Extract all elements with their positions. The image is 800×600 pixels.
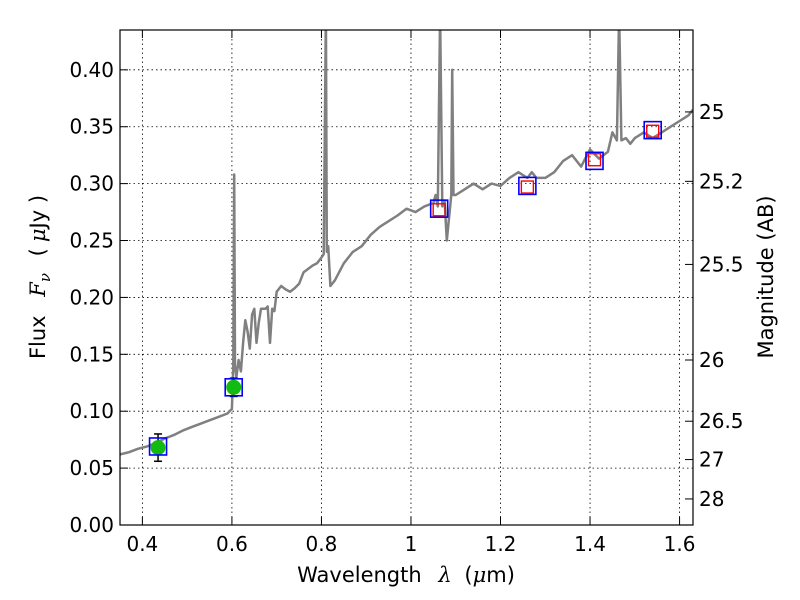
synthetic-red-square (520, 180, 535, 194)
y-tick-label: 0.15 (69, 342, 114, 366)
y2-tick-label: 25 (699, 100, 724, 124)
x-tick-label: 1.4 (574, 532, 606, 556)
synthetic-blue-square (518, 176, 537, 196)
synthetic-red-square (646, 124, 660, 138)
y2-tick-label: 25.2 (699, 169, 744, 193)
synthetic-blue-square (429, 199, 449, 218)
y2-tick-label: 26.5 (699, 409, 744, 433)
synthetic-blue-square (643, 120, 663, 140)
x-axis-label: Wavelength λ (μm) (297, 563, 515, 587)
y2-tick-label: 27 (699, 448, 724, 472)
observed-point (150, 440, 166, 456)
x-tick-label: 1.6 (664, 532, 696, 556)
y-tick-label: 0.30 (69, 172, 114, 196)
y-tick-label: 0.20 (69, 285, 114, 309)
x-tick-label: 0.4 (126, 532, 158, 556)
y-tick-label: 0.40 (69, 58, 114, 82)
y-axis-label: Flux Fν (μJy ) (26, 195, 55, 359)
x-tick-label: 0.8 (306, 532, 338, 556)
observed-point (226, 379, 242, 395)
y2-tick-label: 28 (699, 487, 724, 511)
synthetic-red-square (432, 203, 446, 217)
axis-ticks: 0.4 0.6 0.8 1 1.2 1.4 1.6 0.00 0.05 0.10 0.15 0.20 0… (69, 30, 744, 556)
y-tick-label: 0.05 (69, 456, 114, 480)
y-tick-label: 0.35 (69, 115, 114, 139)
plot-area (120, 30, 693, 463)
synthetic-blue-square (585, 151, 604, 171)
plot-frame (119, 29, 694, 526)
synthetic-blue-square (224, 378, 244, 397)
y-tick-label: 0.00 (69, 513, 114, 537)
synthetic-red-square (587, 153, 602, 167)
grid-lines (120, 30, 693, 526)
model-spectrum-line (120, 30, 693, 456)
x-tick-label: 1 (405, 532, 418, 556)
x-tick-label: 0.6 (216, 532, 248, 556)
y-tick-label: 0.25 (69, 229, 114, 253)
y2-tick-label: 26 (699, 348, 724, 372)
x-tick-label: 1.2 (485, 532, 517, 556)
y2-tick-label: 25.5 (699, 252, 744, 276)
y2-axis-label: Magnitude (AB) (754, 195, 778, 358)
y-tick-label: 0.10 (69, 399, 114, 423)
synthetic-blue-square (148, 437, 168, 456)
